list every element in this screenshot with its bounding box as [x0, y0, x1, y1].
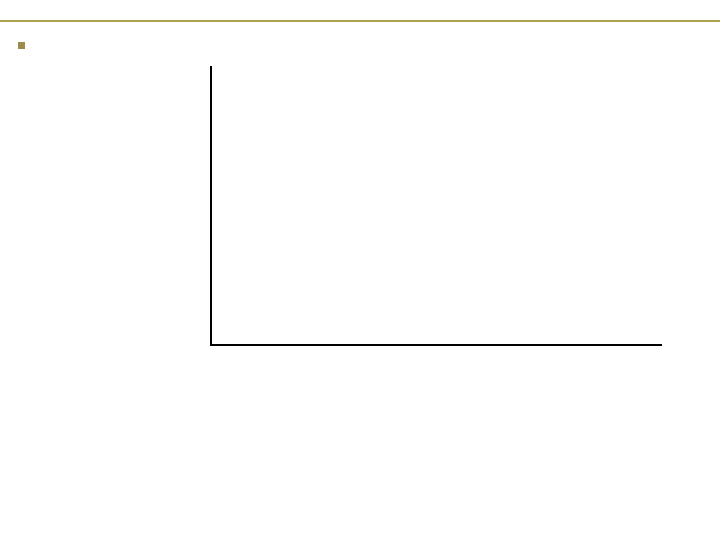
plot-area [210, 66, 662, 346]
bullet-item [18, 38, 160, 49]
bullet-column [18, 38, 168, 398]
bullet-marker-icon [18, 42, 25, 49]
chart-container [168, 38, 708, 398]
chart-column [168, 38, 708, 398]
title-bar [0, 0, 720, 22]
content-row [0, 22, 720, 406]
